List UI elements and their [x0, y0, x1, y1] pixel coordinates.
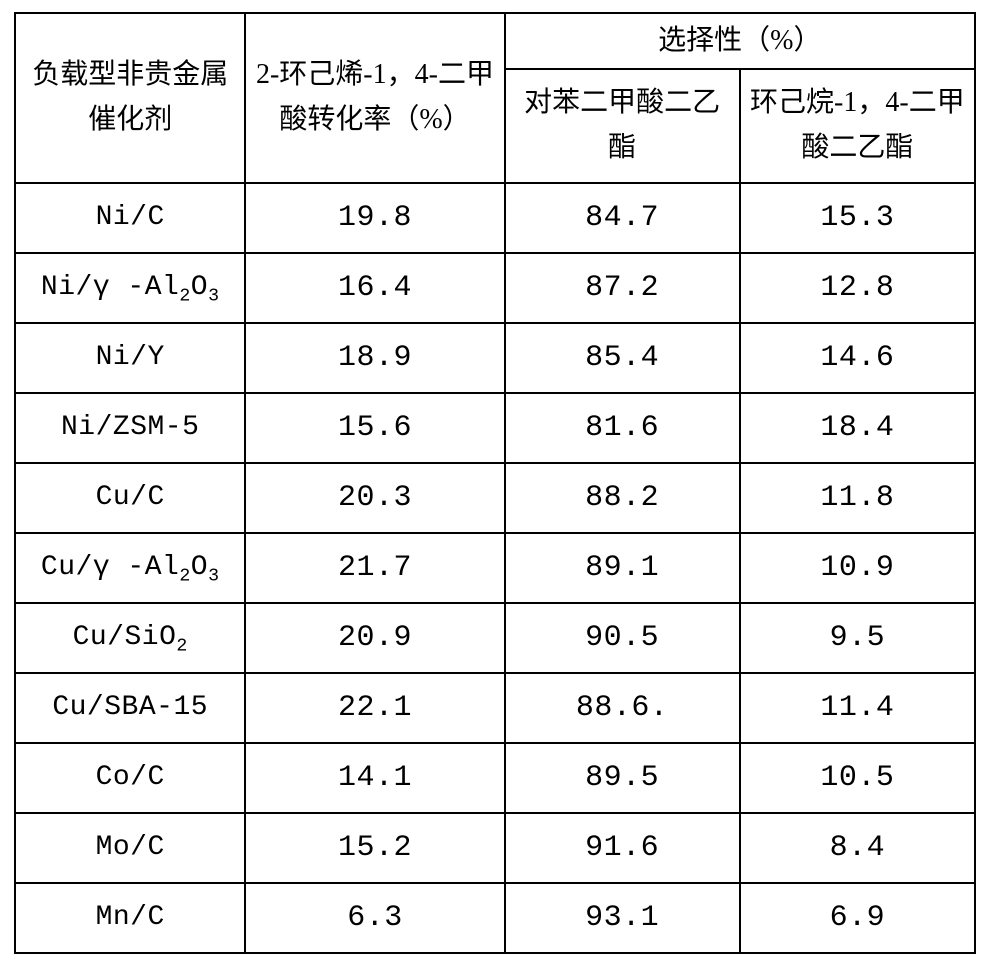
cell-sel2: 11.4 — [740, 673, 975, 743]
col-header-sel1: 对苯二甲酸二乙酯 — [505, 69, 740, 183]
cell-conversion: 16.4 — [245, 253, 504, 323]
cell-conversion: 15.2 — [245, 813, 504, 883]
table-row: Cu/SBA-1522.188.6.11.4 — [15, 673, 975, 743]
cell-catalyst: Cu/SiO2 — [15, 603, 245, 673]
cell-sel2: 18.4 — [740, 393, 975, 463]
cell-conversion: 15.6 — [245, 393, 504, 463]
cell-sel1: 89.5 — [505, 743, 740, 813]
cell-conversion: 22.1 — [245, 673, 504, 743]
table-row: Ni/C19.884.715.3 — [15, 183, 975, 253]
cell-sel1: 81.6 — [505, 393, 740, 463]
cell-catalyst: Co/C — [15, 743, 245, 813]
cell-conversion: 19.8 — [245, 183, 504, 253]
cell-conversion: 21.7 — [245, 533, 504, 603]
cell-sel1: 88.6. — [505, 673, 740, 743]
cell-catalyst: Cu/SBA-15 — [15, 673, 245, 743]
cell-sel1: 84.7 — [505, 183, 740, 253]
cell-catalyst: Ni/Y — [15, 323, 245, 393]
cell-sel2: 10.5 — [740, 743, 975, 813]
col-header-selectivity-group: 选择性（%） — [505, 13, 975, 69]
table-row: Mo/C15.291.68.4 — [15, 813, 975, 883]
cell-catalyst: Ni/ZSM-5 — [15, 393, 245, 463]
cell-catalyst: Cu/C — [15, 463, 245, 533]
cell-sel2: 15.3 — [740, 183, 975, 253]
cell-sel2: 8.4 — [740, 813, 975, 883]
cell-catalyst: Ni/γ -Al2O3 — [15, 253, 245, 323]
cell-sel1: 93.1 — [505, 883, 740, 953]
cell-sel1: 90.5 — [505, 603, 740, 673]
catalyst-table: 负载型非贵金属催化剂 2-环己烯-1，4-二甲酸转化率（%） 选择性（%） 对苯… — [14, 12, 976, 954]
cell-catalyst: Ni/C — [15, 183, 245, 253]
table-row: Co/C14.189.510.5 — [15, 743, 975, 813]
table-row: Ni/ZSM-515.681.618.4 — [15, 393, 975, 463]
cell-conversion: 14.1 — [245, 743, 504, 813]
col-header-conversion: 2-环己烯-1，4-二甲酸转化率（%） — [245, 13, 504, 183]
cell-conversion: 20.3 — [245, 463, 504, 533]
cell-sel2: 11.8 — [740, 463, 975, 533]
cell-sel1: 85.4 — [505, 323, 740, 393]
table-row: Cu/SiO220.990.59.5 — [15, 603, 975, 673]
table-row: Mn/C6.393.16.9 — [15, 883, 975, 953]
cell-sel1: 89.1 — [505, 533, 740, 603]
cell-sel2: 14.6 — [740, 323, 975, 393]
table-row: Ni/Y18.985.414.6 — [15, 323, 975, 393]
cell-conversion: 18.9 — [245, 323, 504, 393]
cell-sel2: 10.9 — [740, 533, 975, 603]
table-row: Cu/γ -Al2O321.789.110.9 — [15, 533, 975, 603]
cell-conversion: 6.3 — [245, 883, 504, 953]
cell-conversion: 20.9 — [245, 603, 504, 673]
cell-catalyst: Mn/C — [15, 883, 245, 953]
table-body: Ni/C19.884.715.3Ni/γ -Al2O316.487.212.8N… — [15, 183, 975, 953]
table-row: Ni/γ -Al2O316.487.212.8 — [15, 253, 975, 323]
col-header-sel2: 环己烷-1，4-二甲酸二乙酯 — [740, 69, 975, 183]
cell-sel2: 12.8 — [740, 253, 975, 323]
cell-sel1: 87.2 — [505, 253, 740, 323]
cell-sel1: 88.2 — [505, 463, 740, 533]
cell-sel2: 9.5 — [740, 603, 975, 673]
cell-catalyst: Cu/γ -Al2O3 — [15, 533, 245, 603]
cell-sel1: 91.6 — [505, 813, 740, 883]
col-header-catalyst: 负载型非贵金属催化剂 — [15, 13, 245, 183]
cell-sel2: 6.9 — [740, 883, 975, 953]
cell-catalyst: Mo/C — [15, 813, 245, 883]
table-row: Cu/C20.388.211.8 — [15, 463, 975, 533]
